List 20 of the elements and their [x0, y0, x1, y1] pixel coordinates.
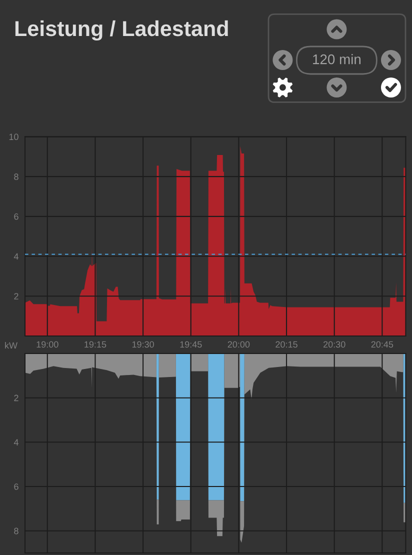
y-tick-label: 10	[9, 134, 18, 140]
y-axis-title: kW	[5, 342, 18, 349]
chart-title: Leistung / Ladestand	[15, 20, 228, 41]
x-tick-label: 19:15	[84, 341, 106, 348]
x-tick-label: 20:15	[276, 341, 298, 348]
x-tick-label: 20:00	[228, 341, 250, 348]
x-tick-label: 19:30	[132, 341, 154, 348]
y-tick-label: 8	[14, 174, 18, 180]
x-tick-label: 20:30	[324, 341, 346, 348]
text: 120 min	[313, 54, 361, 64]
y-tick-label: 4	[14, 439, 18, 446]
x-tick-label: 20:45	[371, 341, 394, 348]
y-tick-label: 2	[14, 394, 18, 402]
y-tick-label: 6	[14, 213, 18, 220]
y-tick-label: 4	[14, 253, 18, 260]
x-tick-label: 19:00	[36, 341, 58, 348]
y-tick-label: 8	[14, 528, 18, 534]
y-tick-label: 2	[14, 293, 18, 300]
y-tick-label: 6	[14, 483, 18, 490]
x-tick-label: 19:45	[180, 341, 202, 348]
